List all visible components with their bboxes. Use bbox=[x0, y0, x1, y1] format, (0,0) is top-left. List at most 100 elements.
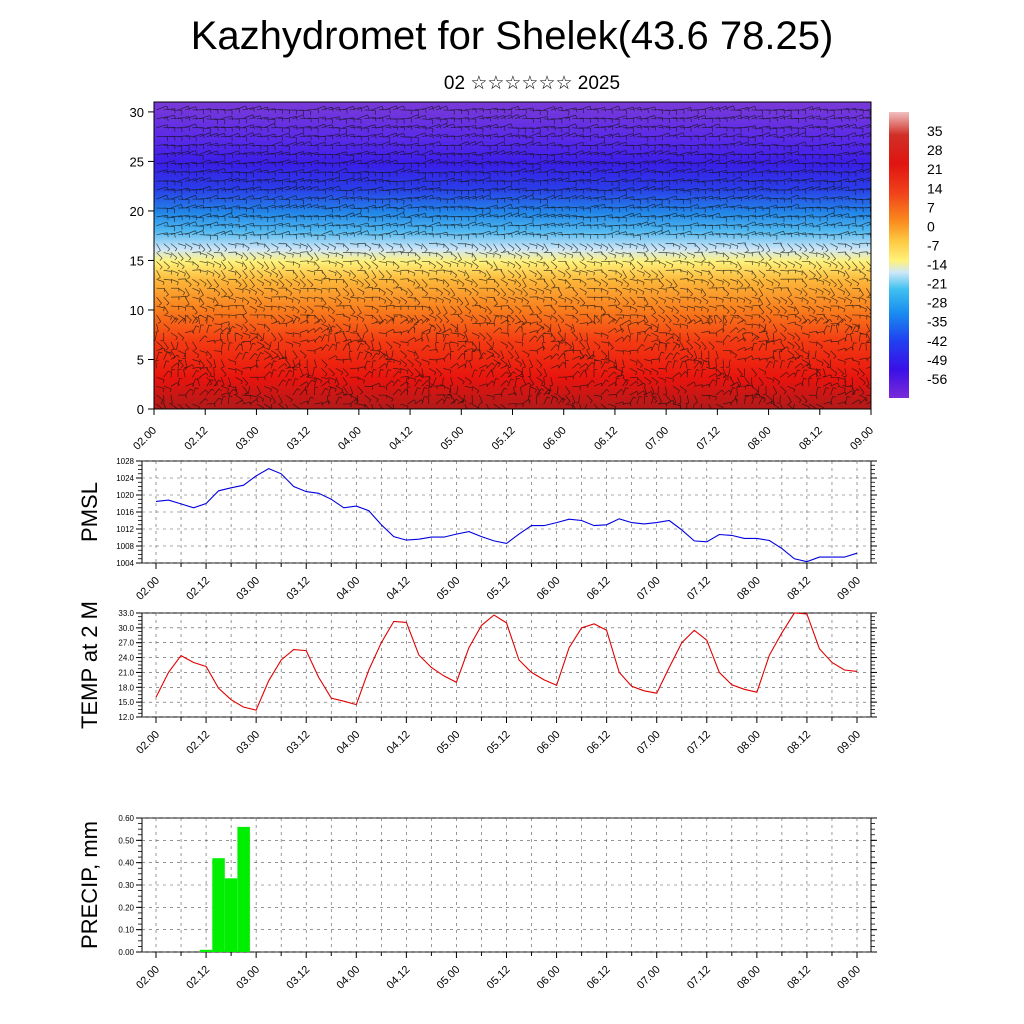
wind-barb-flag bbox=[244, 285, 248, 288]
wind-barb bbox=[500, 296, 509, 301]
wind-barb bbox=[866, 385, 871, 390]
wind-barb-flag bbox=[506, 380, 509, 383]
wind-barb-flag bbox=[619, 316, 623, 320]
wind-barb-flag bbox=[821, 291, 824, 295]
wind-barb bbox=[622, 379, 627, 387]
wind-barb bbox=[249, 394, 258, 398]
wind-barb bbox=[335, 396, 340, 405]
wind-barb-flag bbox=[253, 328, 257, 332]
wind-barb bbox=[529, 359, 534, 367]
wind-barb bbox=[326, 396, 329, 405]
wind-barb bbox=[751, 304, 760, 307]
wind-barb bbox=[493, 296, 498, 305]
wind-barb bbox=[197, 378, 200, 387]
wind-barb bbox=[357, 270, 366, 272]
wind-barb bbox=[292, 296, 301, 302]
wind-barb bbox=[765, 394, 773, 401]
wind-barb bbox=[479, 321, 488, 325]
wind-barb bbox=[436, 385, 445, 387]
wind-barb-flag bbox=[817, 369, 822, 371]
wind-barb-flag bbox=[797, 347, 801, 351]
wind-barb bbox=[686, 403, 688, 409]
wind-barb-flag bbox=[855, 325, 859, 328]
wind-barb bbox=[694, 384, 703, 387]
wind-barb bbox=[608, 382, 616, 387]
wind-barb-flag bbox=[351, 294, 355, 298]
wind-barb-flag bbox=[606, 335, 609, 340]
wind-barb-flag bbox=[693, 281, 696, 285]
wind-barb-flag bbox=[621, 366, 625, 369]
wind-barb-flag bbox=[504, 387, 508, 390]
wind-barb bbox=[722, 335, 729, 342]
wind-barb bbox=[493, 350, 500, 356]
wind-barb bbox=[850, 333, 853, 342]
wind-barb bbox=[435, 398, 443, 405]
wind-barb-flag bbox=[722, 372, 725, 376]
wind-barb bbox=[299, 381, 307, 387]
wind-barb bbox=[858, 377, 866, 383]
wind-barb-flag bbox=[743, 308, 746, 313]
wind-barb-flag bbox=[201, 303, 205, 306]
wind-barb bbox=[579, 403, 582, 409]
wind-barb bbox=[471, 332, 480, 337]
wind-barb bbox=[536, 346, 544, 351]
wind-barb bbox=[715, 403, 724, 408]
wind-barb bbox=[450, 377, 454, 386]
wind-barb bbox=[651, 287, 659, 292]
wind-barb bbox=[844, 270, 850, 278]
wind-barb-flag bbox=[483, 337, 486, 341]
wind-barb bbox=[536, 326, 543, 333]
wind-barb bbox=[334, 333, 337, 342]
wind-barb-flag bbox=[643, 316, 646, 320]
wind-barb bbox=[304, 387, 308, 396]
wind-barb bbox=[679, 287, 688, 290]
wind-barb bbox=[507, 392, 516, 396]
wind-barb-flag bbox=[629, 319, 632, 324]
wind-barb-flag bbox=[690, 293, 693, 297]
wind-barb bbox=[228, 270, 237, 273]
wind-barb bbox=[206, 315, 208, 324]
wind-barb-flag bbox=[418, 379, 422, 382]
wind-barb-flag bbox=[672, 402, 677, 405]
wind-barb-flag bbox=[366, 276, 370, 280]
wind-barb bbox=[737, 305, 745, 310]
wind-barb bbox=[814, 350, 817, 359]
wind-barb-flag bbox=[641, 344, 645, 347]
wind-barb bbox=[830, 387, 834, 396]
wind-barb-flag bbox=[543, 299, 545, 303]
wind-barb-flag bbox=[305, 386, 309, 388]
wind-barb-flag bbox=[699, 300, 702, 304]
wind-barb-flag bbox=[452, 401, 456, 404]
wind-barb bbox=[687, 278, 695, 282]
wind-barb bbox=[321, 344, 327, 351]
wind-barb-flag bbox=[679, 325, 682, 329]
wind-barb-flag bbox=[417, 302, 421, 306]
wind-barb-flag bbox=[481, 369, 486, 372]
wind-barb bbox=[170, 403, 178, 409]
wind-barb bbox=[178, 295, 187, 298]
wind-barb bbox=[263, 323, 271, 330]
wind-barb bbox=[170, 270, 179, 274]
wind-barb bbox=[436, 358, 445, 360]
wind-barb-flag bbox=[635, 309, 638, 313]
wind-barb-flag bbox=[582, 302, 586, 306]
wind-barb bbox=[471, 287, 479, 294]
wind-barb-flag bbox=[812, 310, 816, 314]
wind-barb-flag bbox=[541, 388, 545, 391]
wind-barb bbox=[601, 359, 610, 361]
wind-barb-flag bbox=[724, 321, 728, 324]
wind-barb-flag bbox=[487, 411, 490, 412]
wind-barb-flag bbox=[668, 400, 672, 404]
wind-barb bbox=[220, 270, 226, 278]
wind-barb-flag bbox=[474, 284, 478, 288]
wind-barb-flag bbox=[438, 329, 442, 333]
wind-barb-flag bbox=[844, 348, 847, 352]
wind-barb bbox=[679, 360, 684, 369]
wind-barb bbox=[665, 386, 667, 395]
wind-barb-flag bbox=[345, 285, 349, 288]
wind-barb bbox=[536, 335, 542, 342]
wind-barb bbox=[758, 314, 766, 321]
wind-barb bbox=[335, 331, 344, 334]
wind-barb bbox=[722, 368, 727, 376]
wind-barb-flag bbox=[678, 299, 681, 304]
